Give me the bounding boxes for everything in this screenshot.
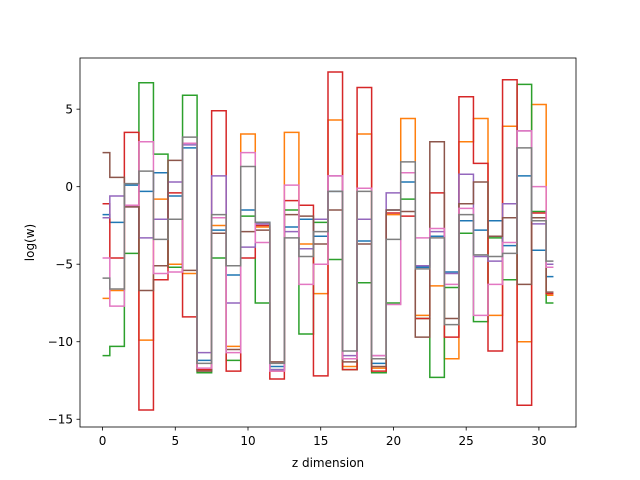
- x-tick-label: 30: [531, 434, 546, 448]
- y-axis: −15 −10 −5 0 5: [48, 102, 80, 427]
- series-line-7: [102, 136, 554, 365]
- x-tick-label: 20: [386, 434, 401, 448]
- plot-frame: [79, 57, 577, 428]
- y-tick-label: 5: [65, 102, 73, 116]
- x-tick-label: 15: [313, 434, 328, 448]
- series-layer: [102, 71, 554, 411]
- x-tick-label: 10: [240, 434, 255, 448]
- y-tick-label: −15: [48, 413, 73, 427]
- y-tick-label: 0: [65, 180, 73, 194]
- x-tick-label: 25: [459, 434, 474, 448]
- x-tick-label: 5: [171, 434, 179, 448]
- y-tick-label: −10: [48, 335, 73, 349]
- y-tick-label: −5: [55, 258, 73, 272]
- x-axis-label: z dimension: [292, 456, 364, 470]
- x-tick-label: 0: [99, 434, 107, 448]
- y-axis-label: log(w): [23, 224, 37, 261]
- x-axis: 0 5 10 15 20 25 30: [99, 427, 547, 448]
